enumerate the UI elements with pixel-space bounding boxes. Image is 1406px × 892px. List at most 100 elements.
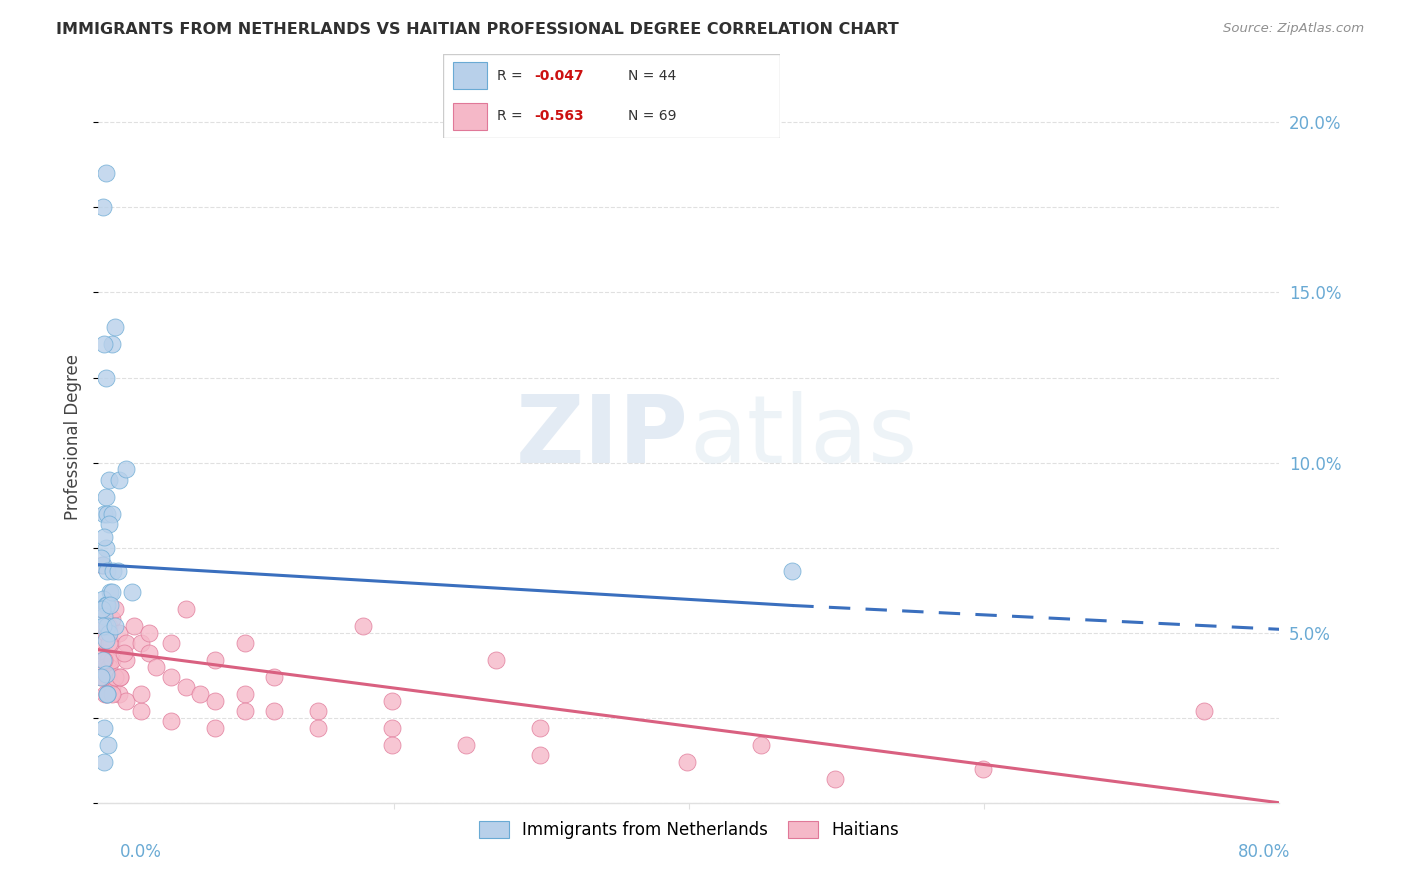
FancyBboxPatch shape [443, 54, 780, 138]
Point [129, 636, 152, 650]
Point [108, 625, 131, 640]
Point [100, 585, 122, 599]
Point [93, 507, 115, 521]
Point [104, 619, 127, 633]
Point [101, 680, 124, 694]
Point [91, 653, 114, 667]
Legend: Immigrants from Netherlands, Haitians: Immigrants from Netherlands, Haitians [472, 814, 905, 846]
Point [108, 670, 131, 684]
Text: IMMIGRANTS FROM NETHERLANDS VS HAITIAN PROFESSIONAL DEGREE CORRELATION CHART: IMMIGRANTS FROM NETHERLANDS VS HAITIAN P… [56, 22, 898, 37]
Point [101, 687, 124, 701]
Point [529, 748, 551, 763]
Point [91, 591, 114, 606]
Point [97, 670, 120, 684]
Text: R =: R = [496, 109, 527, 123]
Point [104, 670, 127, 684]
Point [529, 721, 551, 735]
Point [107, 565, 129, 579]
Point [381, 694, 404, 708]
Point [233, 636, 256, 650]
Point [91, 558, 114, 572]
Point [91, 670, 114, 684]
Point [94, 666, 117, 681]
Point [91, 602, 114, 616]
Point [204, 653, 226, 667]
Point [108, 473, 131, 487]
Bar [453, 62, 486, 89]
Point [96, 687, 118, 701]
Point [90, 670, 112, 684]
Point [96, 565, 118, 579]
Point [104, 602, 127, 616]
Text: atlas: atlas [689, 391, 917, 483]
Point [100, 507, 122, 521]
Point [97, 516, 120, 531]
Point [115, 694, 138, 708]
Text: -0.563: -0.563 [534, 109, 583, 123]
Point [91, 619, 114, 633]
Point [98, 599, 121, 613]
Point [94, 541, 117, 555]
Point [100, 636, 122, 650]
Point [98, 585, 121, 599]
Point [352, 619, 374, 633]
Point [93, 336, 115, 351]
Point [94, 490, 117, 504]
Point [104, 319, 127, 334]
Text: -0.047: -0.047 [534, 69, 583, 83]
Point [97, 473, 120, 487]
Point [94, 166, 117, 180]
Point [112, 646, 135, 660]
Point [98, 636, 121, 650]
Point [381, 721, 404, 735]
Text: N = 69: N = 69 [628, 109, 676, 123]
Bar [453, 103, 486, 130]
Point [97, 738, 120, 752]
Point [454, 738, 477, 752]
Point [90, 670, 112, 684]
Point [101, 653, 124, 667]
Point [93, 653, 115, 667]
Y-axis label: Professional Degree: Professional Degree [65, 354, 83, 520]
Point [233, 704, 256, 718]
Point [782, 565, 804, 579]
Point [100, 612, 122, 626]
Point [138, 646, 160, 660]
Point [129, 687, 152, 701]
Point [96, 687, 118, 701]
Point [484, 653, 506, 667]
Point [204, 694, 226, 708]
Point [972, 762, 994, 776]
Point [122, 619, 145, 633]
Point [676, 755, 699, 769]
Point [93, 659, 115, 673]
Point [90, 602, 112, 616]
Point [96, 507, 118, 521]
Text: R =: R = [496, 69, 527, 83]
Text: 80.0%: 80.0% [1239, 843, 1291, 861]
Text: N = 44: N = 44 [628, 69, 676, 83]
Point [96, 619, 118, 633]
Point [94, 632, 117, 647]
Point [145, 659, 167, 673]
Point [381, 738, 404, 752]
Point [91, 201, 114, 215]
Point [159, 670, 181, 684]
Point [97, 619, 120, 633]
Point [188, 687, 211, 701]
Point [94, 646, 117, 660]
Point [115, 636, 138, 650]
Point [93, 721, 115, 735]
Point [94, 619, 117, 633]
Point [824, 772, 846, 786]
Text: Source: ZipAtlas.com: Source: ZipAtlas.com [1223, 22, 1364, 36]
Point [108, 687, 131, 701]
Point [96, 687, 118, 701]
Point [159, 636, 181, 650]
Point [1192, 704, 1215, 718]
Point [204, 721, 226, 735]
Point [121, 585, 143, 599]
Point [94, 625, 117, 640]
Point [115, 462, 138, 476]
Point [94, 370, 117, 384]
